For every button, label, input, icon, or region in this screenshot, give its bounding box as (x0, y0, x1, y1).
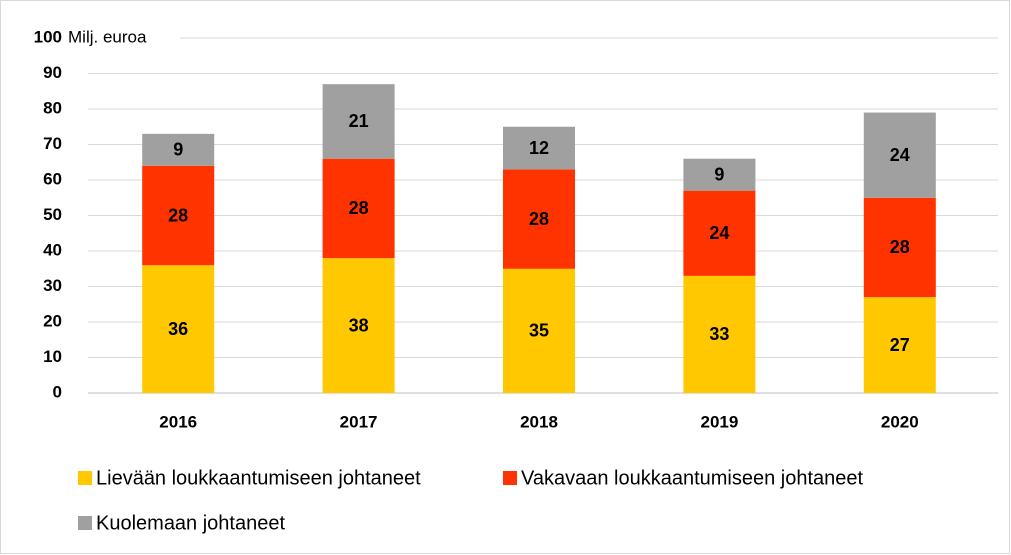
bar-segment (142, 265, 215, 393)
y-tick-label: 100 (34, 27, 62, 46)
data-label: 28 (890, 237, 910, 257)
data-label: 12 (529, 138, 549, 158)
bar-segment (322, 84, 395, 159)
data-label: 24 (709, 223, 729, 243)
x-tick-label: 2020 (881, 412, 919, 431)
data-label: 33 (709, 324, 729, 344)
bar-segment (142, 165, 215, 266)
x-tick-label: 2019 (700, 412, 738, 431)
bar-segment (863, 297, 936, 393)
data-label: 35 (529, 321, 549, 341)
y-tick-label: 80 (43, 98, 62, 117)
data-label: 36 (168, 319, 188, 339)
data-label: 28 (529, 209, 549, 229)
legend-swatch (78, 516, 92, 530)
data-label: 28 (349, 198, 369, 218)
bar-segment (683, 190, 756, 276)
data-label: 24 (890, 145, 910, 165)
y-tick-label: 60 (43, 169, 62, 188)
x-tick-label: 2016 (159, 412, 197, 431)
bar-segment (683, 158, 756, 191)
legend-label: Kuolemaan johtaneet (96, 512, 285, 534)
data-label: 27 (890, 335, 910, 355)
bar-segment (142, 133, 215, 166)
bar-segment (322, 258, 395, 393)
y-tick-label: 90 (43, 63, 62, 82)
y-tick-label: 10 (43, 347, 62, 366)
y-tick-label: 40 (43, 240, 62, 259)
x-tick-label: 2017 (340, 412, 378, 431)
y-tick-label: 0 (53, 382, 62, 401)
y-tick-label: 50 (43, 205, 62, 224)
legend-label: Vakavaan loukkaantumiseen johtaneet (521, 467, 864, 489)
legend-swatch (78, 471, 92, 485)
legend-label: Lievään loukkaantumiseen johtaneet (96, 467, 421, 489)
bar-segment (503, 126, 575, 170)
bar-segment (683, 275, 756, 393)
data-label: 38 (349, 315, 369, 335)
data-label: 9 (173, 140, 183, 160)
y-axis-label: Milj. euroa (68, 27, 147, 46)
bar-segment (322, 158, 395, 259)
data-label: 28 (168, 205, 188, 225)
data-label: 21 (349, 111, 369, 131)
bar-segment (863, 197, 936, 298)
data-label: 9 (714, 164, 724, 184)
y-tick-label: 30 (43, 276, 62, 295)
legend-swatch (503, 471, 517, 485)
y-tick-label: 70 (43, 134, 62, 153)
bar-segment (863, 112, 936, 198)
bar-segment (503, 169, 575, 269)
bar-segment (503, 268, 575, 393)
x-tick-label: 2018 (520, 412, 558, 431)
y-tick-label: 20 (43, 311, 62, 330)
